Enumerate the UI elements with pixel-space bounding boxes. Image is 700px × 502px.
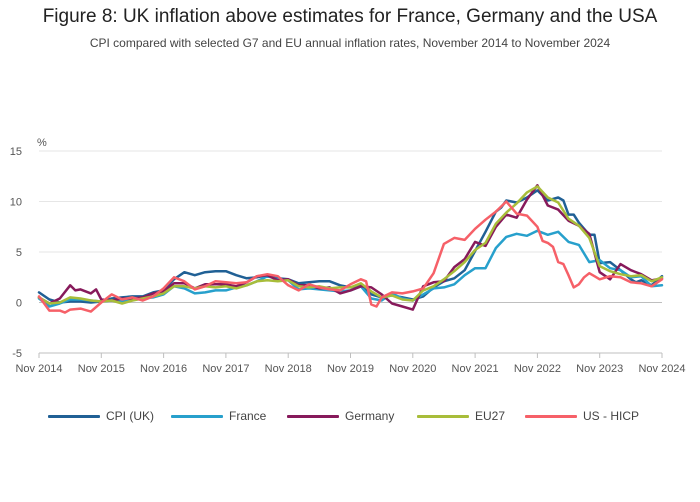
legend-label: CPI (UK) xyxy=(106,409,154,423)
chart-subtitle: CPI compared with selected G7 and EU ann… xyxy=(89,36,611,50)
x-tick-label: Nov 2020 xyxy=(389,363,436,375)
x-tick-label: Nov 2019 xyxy=(327,363,374,375)
legend-label: US - HICP xyxy=(583,409,640,423)
x-tick-label: Nov 2016 xyxy=(140,363,187,375)
legend-label: Germany xyxy=(345,409,395,423)
legend-item[interactable]: US - HICP xyxy=(525,406,639,426)
series-line-germany xyxy=(37,184,664,311)
series-line-france xyxy=(37,229,664,308)
y-tick-label: 0 xyxy=(16,298,22,310)
legend-item[interactable]: EU27 xyxy=(417,406,505,426)
x-axis: Nov 2014 Nov 2015 Nov 2016 Nov 2017 Nov 2018… xyxy=(15,352,686,375)
x-tick-label: Nov 2018 xyxy=(265,363,312,375)
legend-swatch xyxy=(287,414,339,418)
legend-item[interactable]: France xyxy=(171,406,266,426)
y-tick-label: 10 xyxy=(10,197,22,209)
legend-label: EU27 xyxy=(475,409,506,423)
legend-swatch xyxy=(525,414,577,418)
gridlines xyxy=(39,150,662,354)
y-tick-label: 15 xyxy=(10,146,22,158)
legend-label: France xyxy=(229,409,267,423)
x-tick-label: Nov 2021 xyxy=(452,363,499,375)
y-axis: 15 10 5 0 -5% xyxy=(10,137,47,360)
legend-swatch xyxy=(48,414,100,418)
series-line-eu27 xyxy=(37,185,664,305)
x-tick-label: Nov 2024 xyxy=(638,363,685,375)
x-tick-label: Nov 2017 xyxy=(202,363,249,375)
y-tick-label: 5 xyxy=(16,247,22,259)
legend-swatch xyxy=(171,414,223,418)
y-axis-label: % xyxy=(37,137,47,149)
x-tick-label: Nov 2015 xyxy=(78,363,125,375)
x-tick-label: Nov 2014 xyxy=(15,363,62,375)
series-line-us-hicp xyxy=(37,200,664,314)
legend-item[interactable]: Germany xyxy=(287,406,394,426)
x-tick-label: Nov 2023 xyxy=(576,363,623,375)
y-tick-label: -5 xyxy=(12,348,22,360)
chart-title: Figure 8: UK inflation above estimates f… xyxy=(42,6,658,27)
legend-item[interactable]: CPI (UK) xyxy=(48,406,154,426)
chart-legend: CPI (UK) France Germany EU27 US - HICP xyxy=(0,406,700,426)
series-lines xyxy=(37,184,664,314)
legend-swatch xyxy=(417,414,469,418)
x-tick-label: Nov 2022 xyxy=(514,363,561,375)
